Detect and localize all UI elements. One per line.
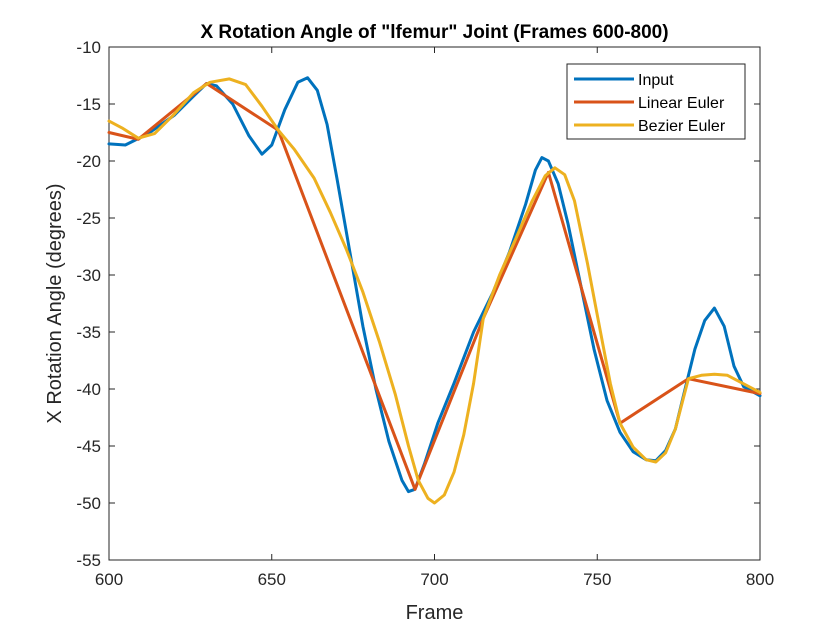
y-axis-label: X Rotation Angle (degrees) <box>44 183 66 423</box>
series-line-bezier-euler <box>107 77 762 505</box>
legend: Input Linear Euler Bezier Euler <box>566 63 746 140</box>
x-tick-label: 750 <box>583 570 611 589</box>
legend-label: Bezier Euler <box>638 118 726 135</box>
y-tick-label: -15 <box>76 95 101 114</box>
y-tick-label: -45 <box>76 437 101 456</box>
y-tick-label: -50 <box>76 494 101 513</box>
y-tick-label: -20 <box>76 152 101 171</box>
x-axis-label: Frame <box>406 602 464 624</box>
y-tick-label: -30 <box>76 266 101 285</box>
y-tick-label: -10 <box>76 38 101 57</box>
y-tick-label: -25 <box>76 209 101 228</box>
legend-label: Input <box>638 72 674 89</box>
series-line-linear-euler <box>107 82 762 491</box>
x-tick-label: 600 <box>95 570 123 589</box>
chart-title: X Rotation Angle of "lfemur" Joint (Fram… <box>200 22 668 43</box>
y-tick-label: -35 <box>76 323 101 342</box>
x-tick-label: 650 <box>258 570 286 589</box>
legend-label: Linear Euler <box>638 95 725 112</box>
y-tick-label: -40 <box>76 380 101 399</box>
x-tick-label: 800 <box>746 570 774 589</box>
y-tick-label: -55 <box>76 551 101 570</box>
x-tick-label: 700 <box>420 570 448 589</box>
